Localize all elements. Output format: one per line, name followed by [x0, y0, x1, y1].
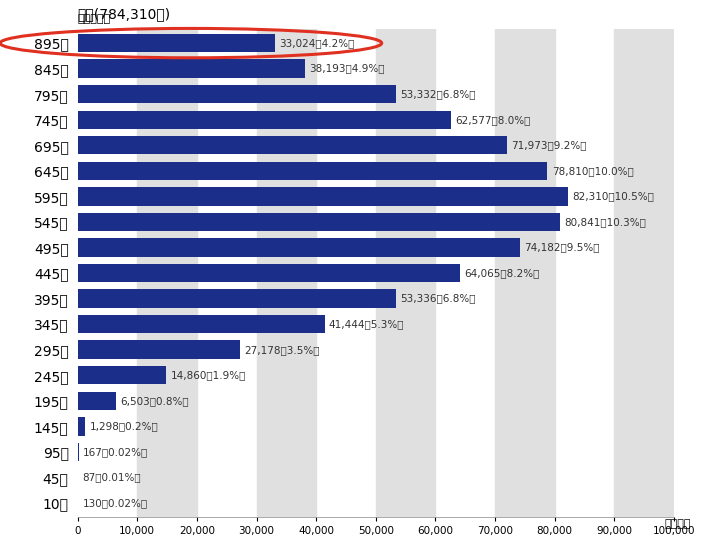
Bar	[78, 417, 86, 435]
Bar	[376, 29, 435, 517]
Bar	[78, 59, 305, 78]
Bar	[78, 340, 239, 359]
Text: 74,182（9.5%）: 74,182（9.5%）	[524, 243, 600, 252]
Bar	[78, 494, 79, 512]
Bar	[78, 187, 569, 206]
Text: 82,310（10.5%）: 82,310（10.5%）	[573, 191, 654, 201]
Text: 167（0.02%）: 167（0.02%）	[83, 447, 148, 457]
Bar	[78, 289, 396, 308]
Bar	[78, 136, 507, 155]
Bar	[78, 111, 451, 129]
Bar	[78, 34, 274, 52]
Text: 87（0.01%）: 87（0.01%）	[82, 472, 141, 482]
Bar	[614, 29, 674, 517]
Text: 53,336（6.8%）: 53,336（6.8%）	[400, 294, 475, 304]
Bar	[78, 366, 166, 384]
Bar	[78, 162, 548, 180]
Bar	[78, 315, 325, 333]
Text: 71,973（9.2%）: 71,973（9.2%）	[511, 140, 586, 150]
Bar	[495, 29, 555, 517]
Bar	[78, 264, 460, 282]
Bar	[78, 85, 396, 103]
Text: 6,503（0.8%）: 6,503（0.8%）	[121, 396, 190, 406]
Text: （スコア）: （スコア）	[78, 14, 111, 24]
Text: 53,332（6.8%）: 53,332（6.8%）	[399, 89, 475, 99]
Bar	[78, 392, 117, 410]
Text: 38,193（4.9%）: 38,193（4.9%）	[310, 64, 385, 74]
Bar	[78, 213, 559, 231]
Text: 62,577（8.0%）: 62,577（8.0%）	[455, 115, 530, 125]
Text: 33,024（4.2%）: 33,024（4.2%）	[279, 38, 354, 48]
Text: 80,841（10.3%）: 80,841（10.3%）	[564, 217, 646, 227]
Bar	[256, 29, 316, 517]
Text: 27,178（3.5%）: 27,178（3.5%）	[244, 345, 319, 355]
Text: 全体(784,310人): 全体(784,310人)	[78, 7, 171, 21]
Bar	[138, 29, 197, 517]
Text: 41,444（5.3%）: 41,444（5.3%）	[329, 319, 404, 329]
Text: （人数）: （人数）	[665, 520, 691, 529]
Text: 1,298（0.2%）: 1,298（0.2%）	[90, 421, 159, 431]
Bar	[78, 443, 79, 461]
Text: 78,810（10.0%）: 78,810（10.0%）	[552, 166, 633, 176]
Text: 130（0.02%）: 130（0.02%）	[83, 498, 147, 508]
Text: 14,860（1.9%）: 14,860（1.9%）	[171, 370, 246, 380]
Bar	[78, 238, 520, 257]
Text: 64,065（8.2%）: 64,065（8.2%）	[464, 268, 539, 278]
